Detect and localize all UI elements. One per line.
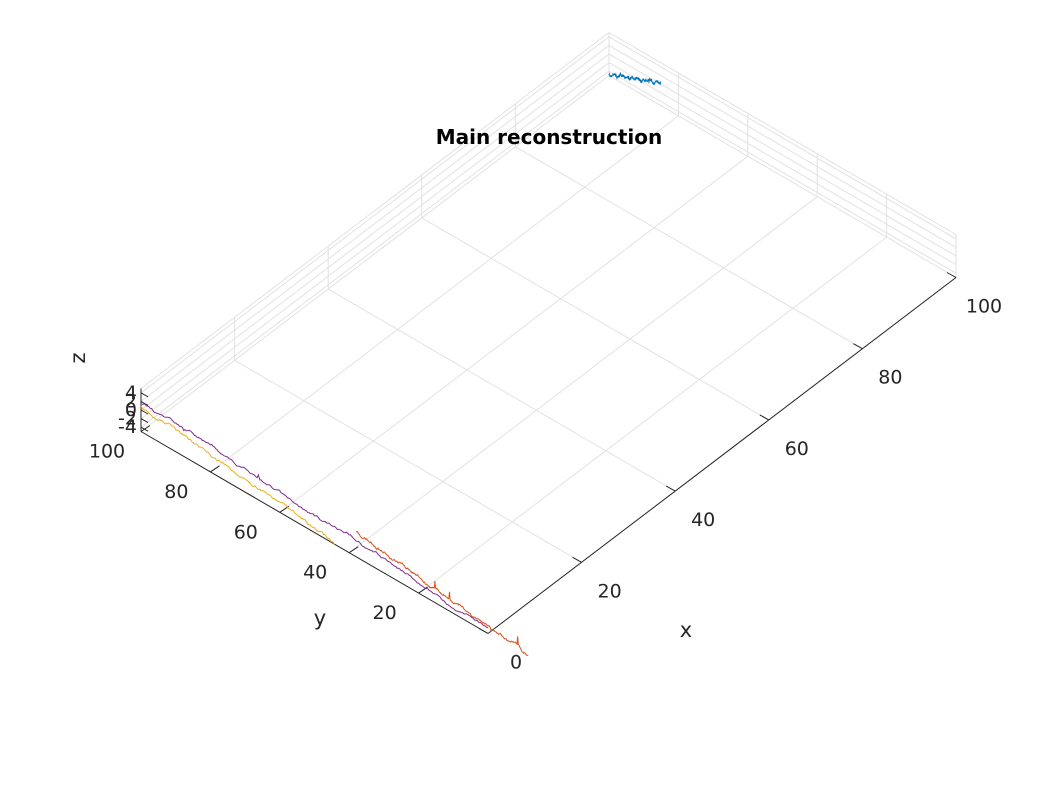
grid-line-zy — [608, 53, 957, 257]
x-tick-mark — [572, 556, 582, 563]
x-axis-line — [487, 277, 957, 634]
grid-line-zy — [608, 32, 957, 235]
x-tick-mark — [478, 628, 489, 634]
z-tick-label: -4 — [118, 416, 137, 438]
z-tick-label: 0 — [125, 399, 137, 421]
grid-line-y — [279, 155, 749, 513]
x-axis-label: x — [680, 618, 692, 642]
series-line-3 — [140, 405, 335, 545]
x-tick-label: 40 — [691, 509, 715, 531]
x-tick-mark — [665, 485, 676, 492]
z-tick-mark — [140, 418, 149, 424]
series-lines — [140, 71, 662, 656]
grid-line-zy — [608, 44, 957, 248]
x-tick-mark — [853, 343, 863, 350]
z-axis-label: z — [66, 352, 90, 363]
grid-line-x — [515, 146, 863, 350]
grid-line-x — [608, 75, 957, 278]
grid-line-x — [234, 359, 582, 563]
grid-line-y — [140, 75, 610, 432]
z-tick-label: -2 — [118, 408, 137, 430]
grid-line-zy — [608, 62, 957, 266]
series-line-4 — [140, 403, 489, 629]
z-tick-mark — [140, 426, 149, 432]
y-tick-mark — [140, 425, 151, 432]
x-tick-label: 100 — [966, 296, 1002, 318]
grid-line-x — [421, 217, 770, 421]
x-tick-label: 80 — [878, 367, 902, 389]
grid-line-zx — [140, 32, 610, 389]
z-tick-mark — [140, 392, 149, 398]
grid-line-y — [348, 196, 818, 554]
y-tick-mark — [348, 546, 359, 554]
z-tick-mark — [140, 409, 149, 415]
grid-line-y — [418, 236, 887, 594]
z-tick-label: 4 — [125, 382, 137, 404]
x-tick-mark — [759, 414, 770, 421]
x-tick-mark — [946, 272, 957, 278]
grid-line-y — [210, 115, 679, 473]
grid-line-zx — [140, 70, 610, 428]
y-tick-label: 100 — [89, 441, 125, 463]
y-tick-label: 40 — [303, 562, 327, 584]
y-tick-label: 20 — [373, 602, 397, 624]
y-tick-label: 80 — [164, 481, 188, 503]
grid-line-zy — [608, 36, 957, 240]
series-line-2 — [355, 531, 529, 656]
y-axis-line — [140, 431, 489, 634]
z-tick-label: 2 — [125, 390, 137, 412]
grid-line-zx — [140, 53, 610, 411]
x-tick-label: 20 — [598, 580, 622, 602]
y-tick-label: 60 — [234, 521, 258, 543]
axes — [140, 272, 957, 634]
chart-title: Main reconstruction — [436, 125, 663, 149]
x-tick-label: 0 — [510, 652, 522, 674]
grid-line-zx — [140, 45, 610, 402]
grid-line-zy — [608, 70, 957, 274]
grid-line-zx — [140, 36, 610, 394]
y-tick-mark — [210, 465, 220, 473]
y-axis-label: y — [314, 606, 326, 630]
grid-lines — [140, 32, 957, 634]
series-line-1 — [608, 71, 662, 86]
grid-line-zx — [140, 62, 610, 419]
z-tick-mark — [140, 400, 149, 406]
grid-line-x — [327, 288, 676, 492]
x-tick-label: 60 — [785, 438, 809, 460]
